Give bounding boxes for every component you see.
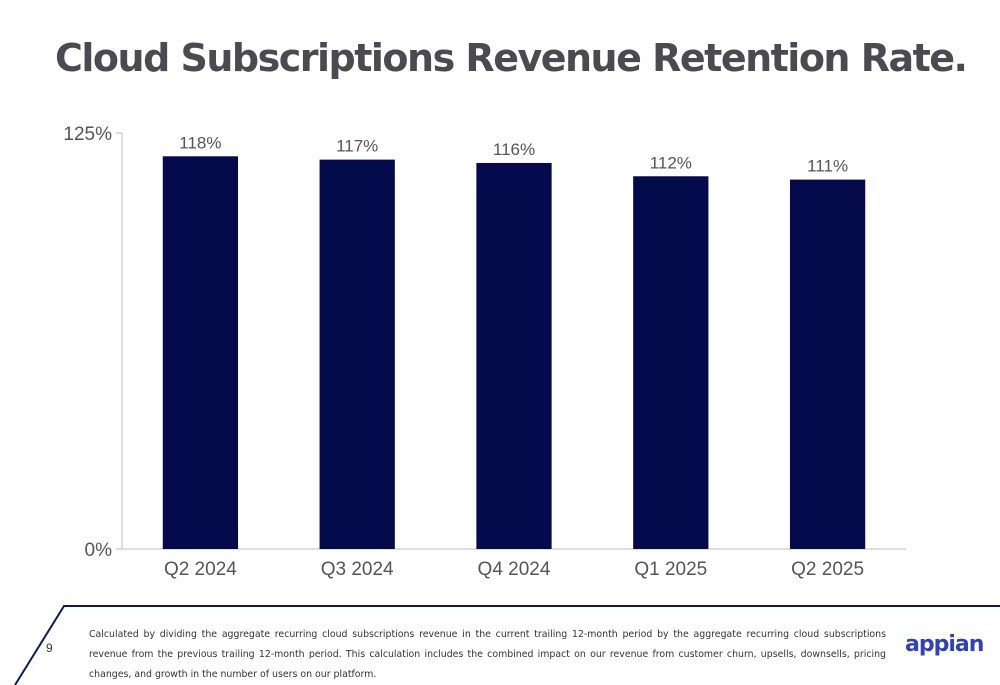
x-tick-label: Q2 2024 <box>164 559 237 580</box>
data-label: 118% <box>179 133 221 152</box>
bar <box>633 176 709 549</box>
bar <box>476 162 552 549</box>
bar <box>789 179 866 550</box>
y-tick-label: 125% <box>63 124 112 145</box>
bar <box>319 159 395 549</box>
data-label: 111% <box>807 157 848 176</box>
data-label: 117% <box>336 137 378 156</box>
y-tick-label: 0% <box>85 540 113 561</box>
x-tick-label: Q2 2025 <box>791 559 864 580</box>
page-number: 9 <box>46 641 53 655</box>
bar <box>162 156 239 549</box>
data-label: 116% <box>493 140 535 159</box>
data-label: 112% <box>650 153 692 172</box>
x-tick-label: Q4 2024 <box>478 559 551 580</box>
bar-chart: 0% 125% 118% 117% 116% 112% 111% Q2 2024 Q3 20… <box>63 124 906 580</box>
page-title: Cloud Subscriptions Revenue Retention Ra… <box>55 36 968 80</box>
x-tick-label: Q1 2025 <box>634 559 707 580</box>
footer-divider-line <box>14 605 1000 685</box>
appian-logo: appian <box>905 632 984 657</box>
footnote: Calculated by dividing the aggregate rec… <box>89 629 886 680</box>
x-tick-label: Q3 2024 <box>321 559 394 580</box>
